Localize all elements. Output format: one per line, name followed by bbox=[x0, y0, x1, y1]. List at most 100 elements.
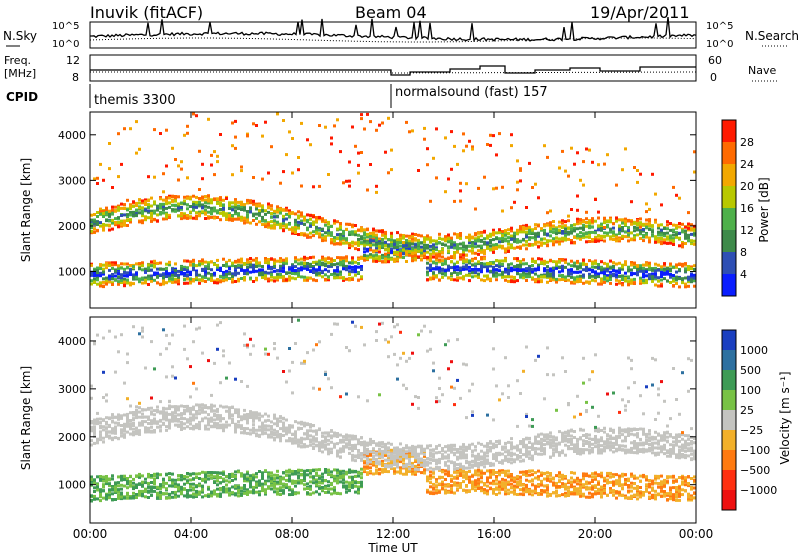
power-cell bbox=[141, 206, 144, 210]
velocity-cell bbox=[147, 422, 150, 425]
power-cell bbox=[495, 246, 498, 250]
power-cell bbox=[486, 262, 489, 265]
velocity-cell bbox=[195, 426, 198, 430]
power-cell bbox=[492, 228, 495, 232]
power-cell bbox=[165, 202, 168, 206]
power-cell bbox=[651, 228, 654, 232]
power-cell bbox=[612, 272, 615, 276]
power-cell bbox=[282, 279, 285, 283]
power-cell bbox=[651, 279, 654, 283]
power-cell bbox=[192, 260, 195, 264]
power-cell bbox=[357, 233, 360, 237]
power-cell bbox=[312, 269, 315, 273]
velocity-cell bbox=[237, 425, 240, 429]
power-cell bbox=[219, 203, 222, 207]
power-cell bbox=[342, 236, 345, 240]
velocity-cell bbox=[201, 486, 204, 490]
power-cell bbox=[213, 263, 216, 266]
power-cell bbox=[363, 256, 366, 260]
velocity-cell bbox=[111, 427, 114, 431]
velocity-cell bbox=[249, 428, 252, 432]
power-cell bbox=[588, 272, 591, 276]
power-cell bbox=[675, 226, 678, 230]
velocity-cell bbox=[171, 481, 174, 485]
power-cell bbox=[537, 245, 540, 249]
power-cell bbox=[660, 223, 663, 227]
power-cell bbox=[435, 261, 438, 265]
power-cell bbox=[420, 245, 423, 249]
power-cell bbox=[324, 277, 327, 281]
power-cell bbox=[222, 276, 225, 280]
power-cell bbox=[423, 237, 426, 240]
power-cell bbox=[165, 275, 168, 278]
power-cell bbox=[198, 188, 201, 191]
colorbar-tick-label: 28 bbox=[740, 136, 754, 149]
power-cell bbox=[246, 198, 249, 202]
power-cell bbox=[267, 279, 270, 283]
velocity-cell bbox=[126, 361, 129, 365]
power-cell bbox=[294, 228, 297, 231]
power-cell bbox=[546, 260, 549, 264]
power-cell bbox=[639, 237, 642, 240]
power-cell bbox=[645, 224, 648, 228]
power-cell bbox=[312, 265, 315, 268]
power-cell bbox=[255, 265, 258, 268]
power-cell bbox=[567, 230, 570, 234]
velocity-cell bbox=[120, 416, 123, 420]
power-cell bbox=[672, 223, 675, 227]
power-cell bbox=[672, 229, 675, 233]
power-cell bbox=[405, 234, 408, 238]
power-cell bbox=[573, 223, 576, 227]
power-cell bbox=[351, 232, 354, 236]
velocity-cell bbox=[96, 333, 99, 337]
power-cell bbox=[234, 280, 237, 283]
velocity-cell bbox=[192, 424, 195, 428]
power-cell bbox=[375, 238, 378, 242]
power-cell bbox=[183, 272, 186, 276]
velocity-cell bbox=[186, 357, 189, 361]
power-cell bbox=[96, 266, 99, 270]
power-cell bbox=[228, 277, 231, 280]
power-cell bbox=[486, 265, 489, 269]
power-cell bbox=[210, 274, 213, 278]
power-cell bbox=[300, 211, 303, 215]
power-cell bbox=[465, 248, 468, 252]
velocity-cell bbox=[129, 480, 132, 484]
power-cell bbox=[231, 214, 234, 217]
power-cell bbox=[201, 279, 204, 283]
power-cell bbox=[519, 263, 522, 267]
velocity-cell bbox=[123, 478, 126, 482]
velocity-cell bbox=[192, 413, 195, 417]
velocity-cell bbox=[114, 426, 117, 429]
power-cell bbox=[198, 214, 201, 218]
power-cell bbox=[147, 209, 150, 213]
power-cell bbox=[570, 227, 573, 231]
power-cell bbox=[381, 237, 384, 241]
velocity-cell bbox=[93, 478, 96, 482]
power-cell bbox=[534, 227, 537, 230]
power-cell bbox=[558, 166, 561, 170]
power-cell bbox=[207, 194, 210, 198]
velocity-cell bbox=[90, 443, 93, 447]
power-cell bbox=[261, 276, 264, 279]
power-cell bbox=[228, 204, 231, 207]
velocity-cell bbox=[198, 427, 201, 431]
power-cell bbox=[216, 211, 219, 215]
power-cell bbox=[258, 268, 261, 272]
power-cell bbox=[609, 218, 612, 222]
velocity-cell bbox=[102, 336, 105, 340]
power-cell bbox=[267, 259, 270, 263]
velocity-cell bbox=[174, 411, 177, 415]
power-cell bbox=[384, 240, 387, 244]
power-cell bbox=[624, 230, 627, 234]
velocity-cell bbox=[195, 491, 198, 495]
colorbar-tick-label: 20 bbox=[740, 180, 754, 193]
power-cell bbox=[522, 258, 525, 262]
power-cell bbox=[267, 225, 270, 229]
velocity-cell bbox=[249, 432, 252, 436]
power-cell bbox=[600, 236, 603, 240]
power-cell bbox=[168, 196, 171, 200]
power-cell bbox=[126, 213, 129, 217]
power-cell bbox=[324, 219, 327, 223]
power-cell bbox=[108, 209, 111, 213]
